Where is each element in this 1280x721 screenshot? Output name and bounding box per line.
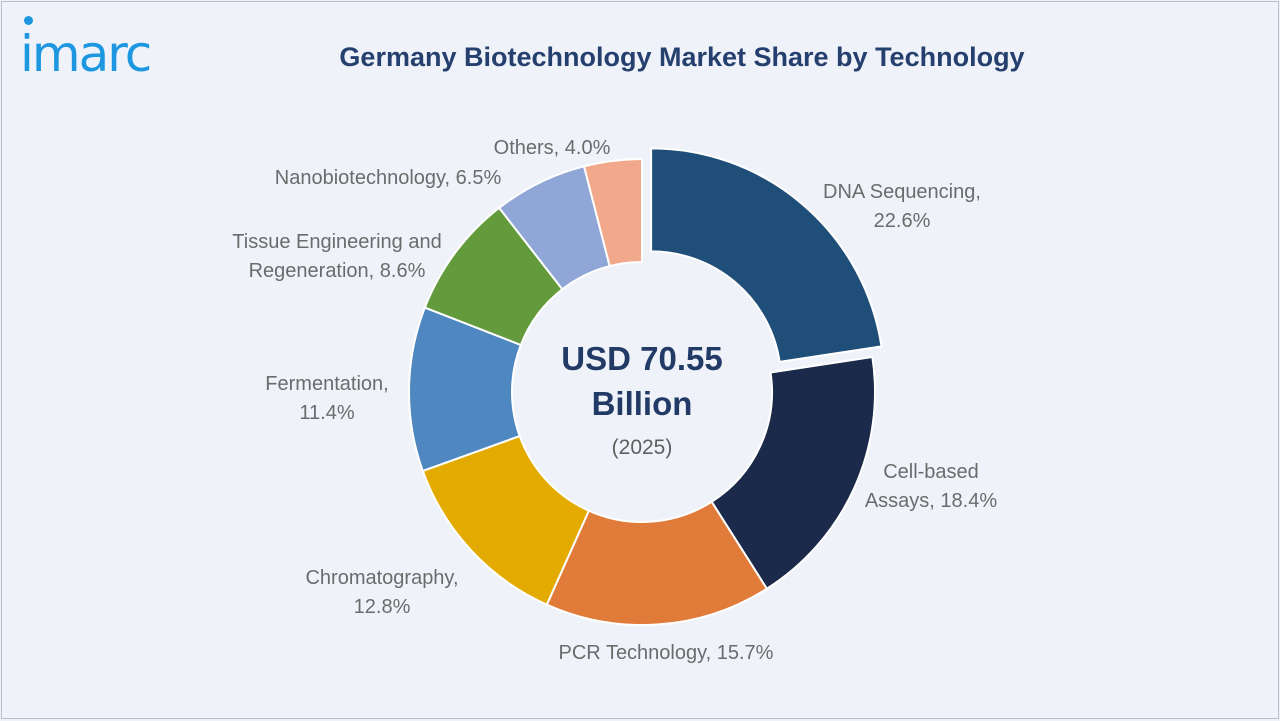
slice-cell-based-assays — [710, 355, 876, 591]
center-value-line2: Billion — [592, 385, 693, 422]
center-label: USD 70.55 Billion (2025) — [561, 340, 722, 459]
slice-others — [582, 157, 643, 268]
label-nanobiotechnology: Nanobiotechnology, 6.5% — [275, 167, 502, 189]
label-chromatography: Chromatography, 12.8% — [305, 567, 458, 618]
label-cell-based-assays: Cell-based Assays, 18.4% — [865, 461, 998, 512]
imarc-logo: imarc — [20, 12, 210, 90]
label-dna-sequencing: DNA Sequencing, 22.6% — [823, 181, 981, 232]
center-value-line1: USD 70.55 — [561, 340, 722, 377]
label-pcr-technology: PCR Technology, 15.7% — [559, 642, 774, 664]
donut-slices — [408, 147, 883, 626]
logo-dot-icon — [24, 16, 33, 25]
slice-dna-sequencing — [650, 147, 883, 363]
slice-pcr-technology — [545, 500, 769, 626]
label-others: Others, 4.0% — [494, 137, 611, 159]
label-fermentation: Fermentation, 11.4% — [265, 373, 388, 424]
center-year: (2025) — [612, 436, 673, 459]
label-tissue-engineering-and-regeneration: Tissue Engineering and Regeneration, 8.6% — [232, 231, 441, 282]
logo-text: imarc — [20, 25, 152, 83]
chart-title: Germany Biotechnology Market Share by Te… — [339, 42, 1025, 72]
donut-labels: DNA Sequencing, 22.6% Cell-based Assays, 18… — [232, 137, 997, 664]
